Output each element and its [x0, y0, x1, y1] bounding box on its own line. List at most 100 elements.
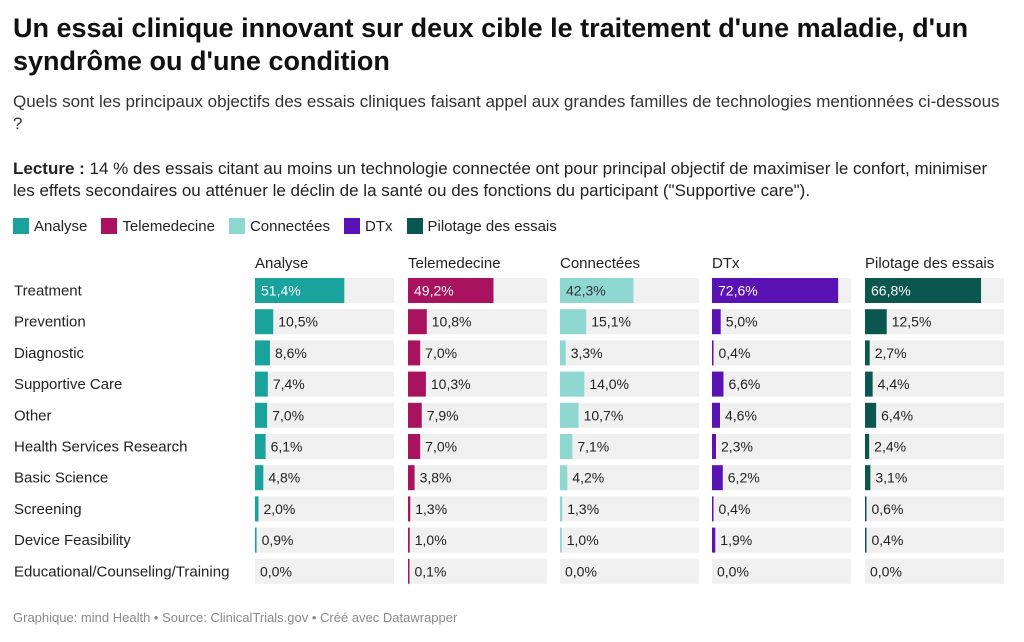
bar-value-label: 10,8%: [432, 314, 472, 330]
bar-track: [712, 465, 851, 491]
bar-value-label: 4,2%: [572, 470, 604, 486]
bar-value-label: 2,3%: [721, 439, 753, 455]
bar: [865, 465, 871, 491]
bar: [865, 496, 867, 522]
bar: [712, 309, 721, 335]
bar: [255, 434, 266, 459]
bar: [408, 434, 421, 459]
legend-swatch: [101, 218, 118, 234]
panel-header: Connectées: [560, 255, 640, 272]
category-label: Device Feasibility: [14, 532, 131, 549]
small-multiples-bar-chart: Treatment Prevention Diagnostic Supportive …: [14, 255, 1004, 584]
bar-track: [255, 402, 394, 428]
bar: [255, 527, 257, 553]
chart-subtitle: Quels sont les principaux objectifs des …: [13, 92, 1000, 133]
bar-track: [255, 465, 394, 491]
bar-value-label: 49,2%: [414, 283, 454, 299]
bar: [255, 340, 270, 366]
bar: [560, 527, 562, 553]
panel-header: Analyse: [255, 255, 308, 272]
bar-value-label: 2,4%: [874, 439, 906, 455]
bar: [408, 402, 422, 428]
bar: [712, 434, 716, 459]
bar-value-label: 2,7%: [875, 345, 907, 361]
bar-value-label: 0,1%: [415, 563, 447, 579]
bar: [255, 371, 268, 397]
footer-credits: Graphique: mind Health • Source: Clinica…: [13, 610, 458, 625]
bar: [865, 371, 873, 397]
bar: [865, 434, 870, 459]
bar-value-label: 66,8%: [871, 283, 911, 299]
bar-value-label: 14,0%: [589, 376, 629, 392]
bar-value-label: 6,4%: [881, 407, 913, 423]
panel-header: Telemedecine: [408, 255, 501, 272]
bar: [408, 340, 421, 366]
bar-track: [712, 496, 851, 522]
bar-track: [865, 527, 1004, 553]
bar: [408, 558, 410, 584]
bar: [712, 340, 714, 366]
bar-track: [865, 402, 1004, 428]
bar-track: [560, 434, 699, 459]
legend-item-2: Connectées: [228, 218, 330, 235]
bar: [255, 496, 259, 522]
legend-item-0: Analyse: [13, 218, 87, 235]
legend-swatch: [406, 218, 423, 234]
bar: [560, 340, 566, 366]
bar: [560, 496, 563, 522]
category-label: Prevention: [14, 314, 86, 331]
bar-value-label: 7,1%: [577, 439, 609, 455]
bar: [865, 309, 887, 335]
bar-track: [560, 527, 699, 553]
bar-track: [865, 434, 1004, 459]
bar-value-label: 0,9%: [262, 532, 294, 548]
panel-header: Pilotage des essais: [865, 255, 994, 272]
category-label: Other: [14, 407, 52, 424]
bar: [712, 527, 716, 553]
bar-value-label: 7,0%: [425, 345, 457, 361]
bar: [865, 527, 867, 553]
bar-track: [865, 496, 1004, 522]
bar-value-label: 10,7%: [584, 407, 624, 423]
bar-value-label: 4,8%: [268, 470, 300, 486]
bar-value-label: 7,4%: [273, 376, 305, 392]
bar-value-label: 51,4%: [261, 283, 301, 299]
legend-swatch: [344, 218, 360, 234]
bar-track: [255, 340, 394, 366]
bar-track: [408, 558, 547, 584]
bar: [408, 527, 410, 553]
bar-track: [560, 340, 699, 366]
category-label: Educational/Counseling/Training: [14, 563, 229, 580]
bar-track: [712, 558, 851, 584]
bar-value-label: 0,0%: [260, 563, 292, 579]
bar-track: [255, 309, 394, 335]
bar-value-label: 3,1%: [875, 470, 907, 486]
bar-value-label: 0,4%: [719, 345, 751, 361]
bar-track: [408, 527, 547, 553]
bar-value-label: 0,6%: [872, 501, 904, 517]
bar-value-label: 12,5%: [892, 314, 932, 330]
bar: [560, 434, 573, 459]
bar-track: [712, 434, 851, 459]
bar-track: [255, 496, 394, 522]
bar-track: [865, 371, 1004, 397]
bar-value-label: 1,9%: [720, 532, 752, 548]
bar-value-label: 42,3%: [566, 283, 606, 299]
bar-value-label: 3,3%: [571, 345, 603, 361]
bar-track: [560, 402, 699, 428]
bar-value-label: 6,6%: [728, 376, 760, 392]
legend-swatch: [228, 218, 245, 234]
bar-value-label: 5,0%: [726, 314, 758, 330]
bar-value-label: 15,1%: [591, 314, 631, 330]
legend-label: Telemedecine: [122, 217, 215, 235]
bar-value-label: 7,9%: [427, 407, 459, 423]
bar: [712, 371, 724, 397]
bar-track: [560, 558, 699, 584]
reading-note-text: 14 % des essais citant au moins un techn…: [13, 159, 988, 200]
bar-value-label: 6,2%: [728, 470, 760, 486]
bar-value-label: 1,3%: [567, 501, 599, 517]
bar-track: [408, 434, 547, 459]
bar-track: [712, 340, 851, 366]
bar-value-label: 7,0%: [272, 407, 304, 423]
legend-label: Analyse: [34, 217, 88, 235]
